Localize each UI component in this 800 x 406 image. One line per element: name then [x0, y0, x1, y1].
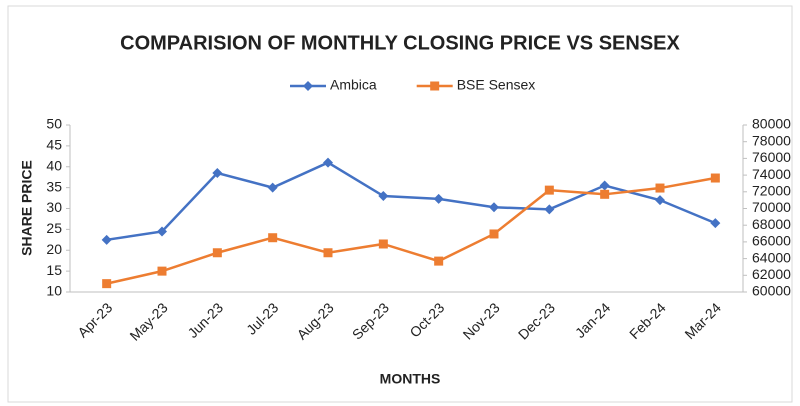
point — [489, 202, 499, 213]
y-tick-label: 50 — [46, 116, 62, 132]
point — [710, 173, 720, 183]
y2-tick-label: 70000 — [752, 199, 791, 215]
x-axis-label: MONTHS — [380, 371, 441, 387]
y2-tick-label: 66000 — [752, 233, 791, 249]
point — [544, 185, 554, 195]
y-tick-label: 25 — [46, 220, 62, 236]
series-line — [106, 176, 716, 285]
legend-marker — [303, 81, 313, 91]
point — [212, 248, 222, 258]
y-tick-label: 15 — [46, 262, 62, 278]
point — [544, 204, 555, 215]
point — [102, 279, 112, 289]
y2-tick-label: 68000 — [752, 216, 791, 232]
point — [267, 182, 278, 193]
chart-title: COMPARISION OF MONTHLY CLOSING PRICE VS … — [120, 32, 680, 54]
point — [710, 218, 721, 229]
y2-tick-label: 60000 — [752, 283, 791, 299]
series-line — [106, 161, 716, 242]
y-tick-label: 10 — [46, 283, 62, 299]
y-tick-label: 35 — [46, 178, 62, 194]
point — [599, 180, 610, 191]
y2-tick-label: 78000 — [752, 132, 791, 148]
y2-tick-label: 72000 — [752, 183, 791, 199]
y2-tick-label: 76000 — [752, 149, 791, 165]
point — [378, 239, 388, 249]
legend-marker — [430, 81, 440, 91]
point — [323, 157, 333, 168]
y2-tick-label: 80000 — [752, 116, 791, 132]
point — [157, 226, 167, 237]
y-tick-label: 30 — [46, 199, 62, 215]
point — [433, 193, 444, 204]
point — [655, 183, 665, 193]
point — [655, 195, 665, 206]
point — [212, 168, 223, 179]
point — [600, 189, 610, 199]
y-axis-label: SHARE PRICE — [19, 160, 35, 256]
y-tick-label: 20 — [46, 241, 62, 257]
y-tick-label: 40 — [46, 157, 62, 173]
point — [268, 233, 278, 243]
point — [157, 266, 167, 276]
y2-tick-label: 62000 — [752, 266, 791, 282]
point — [101, 234, 112, 245]
point — [489, 229, 499, 239]
y2-tick-label: 64000 — [752, 249, 791, 265]
y-tick-label: 45 — [46, 137, 62, 153]
chart-frame — [7, 5, 793, 403]
legend-label: Ambica — [330, 77, 377, 93]
point — [378, 190, 389, 201]
point — [323, 248, 333, 258]
y2-tick-label: 74000 — [752, 166, 791, 182]
legend-label: BSE Sensex — [457, 77, 536, 93]
point — [434, 256, 444, 266]
